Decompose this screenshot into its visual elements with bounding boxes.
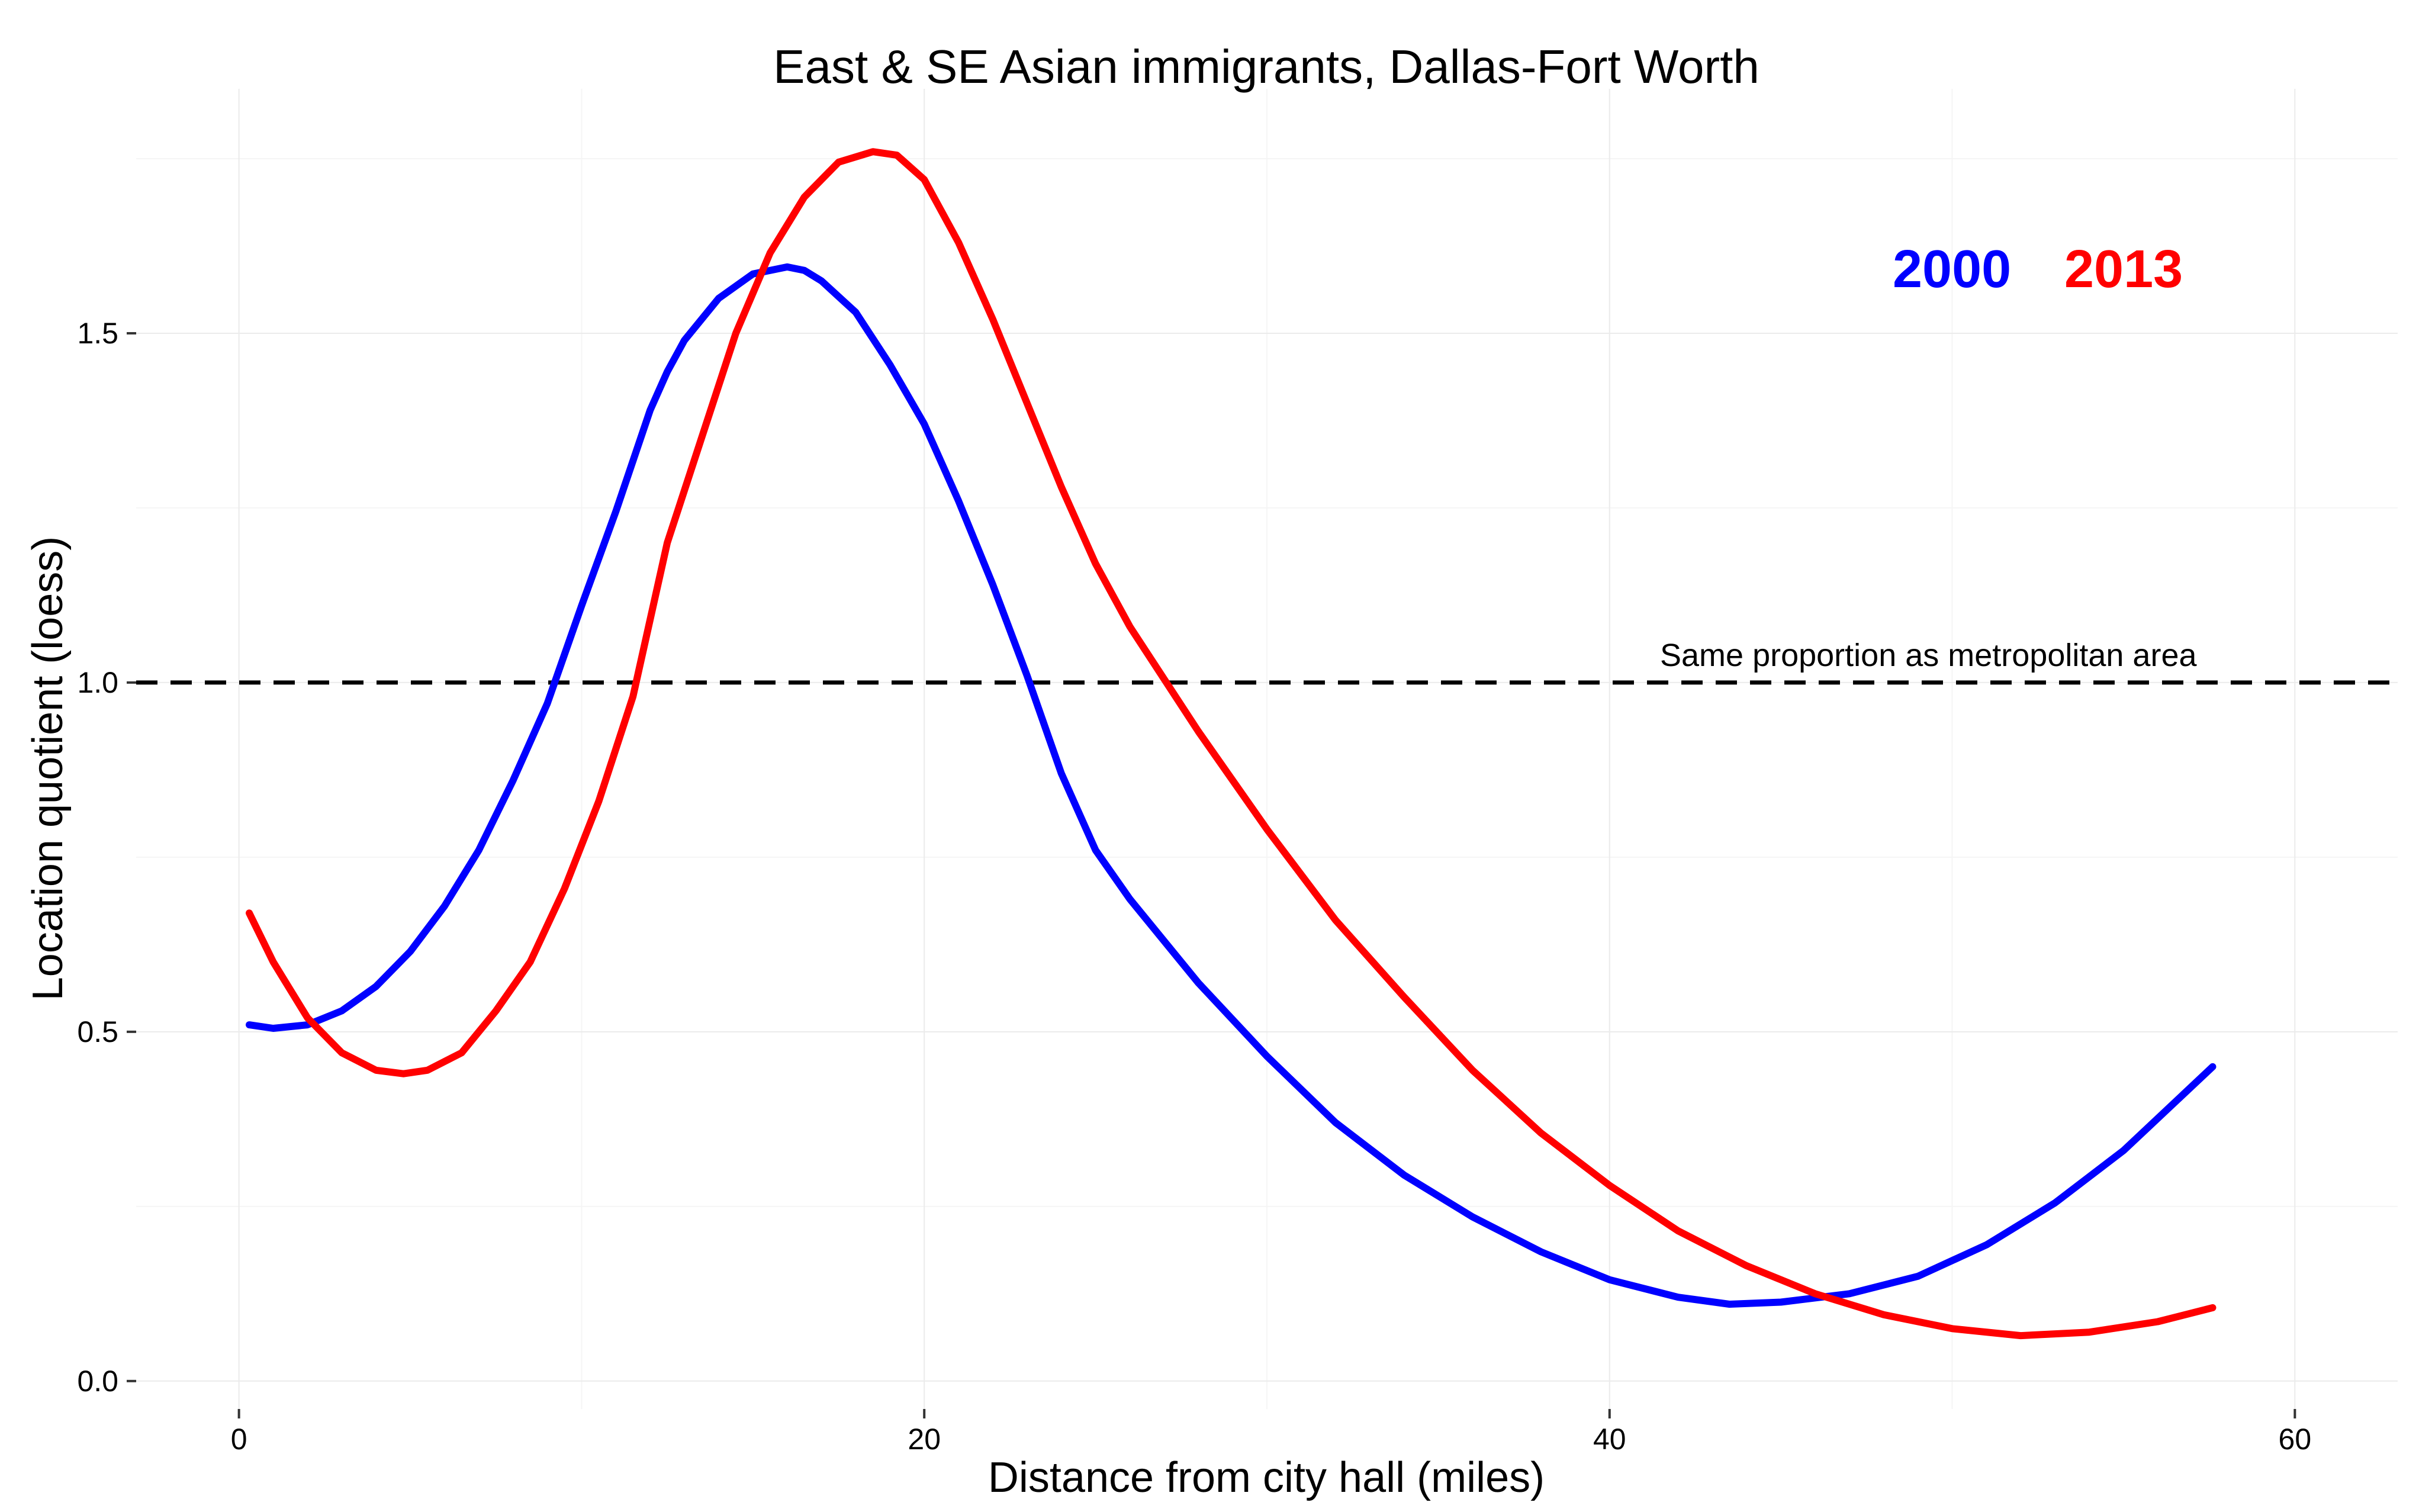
series-line-2000 — [246, 263, 2217, 1308]
y-tick-label: 0.5 — [77, 1015, 118, 1048]
axis-layer: 0 20 40 60 0.0 0.5 1.0 1.5 — [77, 317, 2311, 1456]
y-tick-label: 1.5 — [77, 317, 118, 350]
grid-layer — [136, 89, 2398, 1409]
x-tick-label: 20 — [908, 1423, 941, 1456]
y-tick-label: 0.0 — [77, 1365, 118, 1398]
x-tick-label: 0 — [231, 1423, 247, 1456]
x-axis-label: Distance from city hall (miles) — [988, 1454, 1545, 1501]
x-tick-label: 40 — [1593, 1423, 1626, 1456]
series-layer — [246, 148, 2217, 1340]
reference-line-label: Same proportion as metropolitan area — [1660, 638, 2197, 673]
chart-title: East & SE Asian immigrants, Dallas-Fort … — [773, 40, 1759, 93]
y-tick-label: 1.0 — [77, 666, 118, 699]
legend-entry-2000: 2000 — [1893, 240, 2011, 299]
x-tick-label: 60 — [2279, 1423, 2312, 1456]
legend-entry-2013: 2013 — [2064, 240, 2183, 299]
y-axis-label: Location quotient (loess) — [24, 536, 72, 1001]
series-line-2013 — [246, 148, 2217, 1340]
